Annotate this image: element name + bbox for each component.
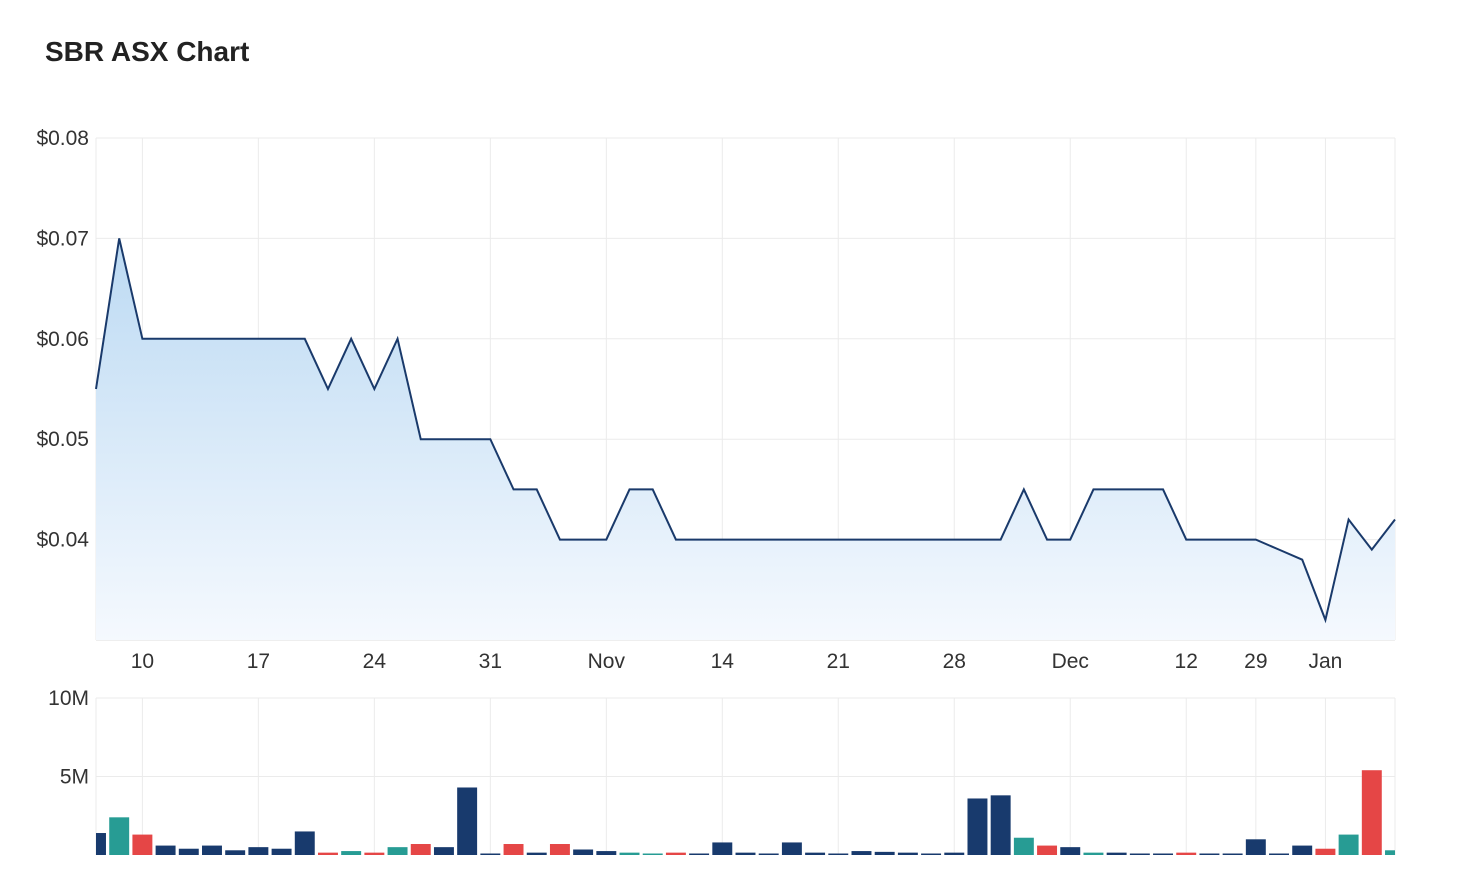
volume-bar-20 (549, 844, 570, 855)
volume-bar-15 (433, 847, 454, 855)
volume-bar-4 (178, 848, 199, 855)
volume-bar-6 (225, 850, 246, 855)
volume-bar-41 (1037, 845, 1058, 855)
volume-bar-36 (921, 853, 942, 855)
volume-bar-35 (897, 852, 918, 855)
volume-bar-52 (1292, 845, 1313, 855)
volume-bar-25 (665, 852, 686, 855)
x-tick-label-0: 10 (131, 650, 154, 673)
price-y-tick-label-1: $0.07 (36, 227, 89, 250)
volume-bar-22 (596, 851, 617, 855)
volume-bar-51 (1269, 853, 1289, 855)
volume-bar-30 (781, 842, 802, 855)
volume-bar-50 (1245, 839, 1266, 855)
volume-y-tick-label-0: 10M (48, 687, 89, 710)
volume-bar-1 (109, 817, 130, 855)
x-tick-label-7: 28 (943, 650, 966, 673)
volume-bar-48 (1199, 853, 1220, 855)
volume-bars (96, 770, 1395, 855)
volume-bar-17 (480, 853, 501, 855)
volume-bar-13 (387, 847, 408, 855)
volume-bar-2 (132, 834, 153, 855)
volume-bar-33 (851, 851, 872, 855)
volume-bar-42 (1060, 847, 1081, 855)
volume-bar-3 (155, 845, 176, 855)
price-y-tick-label-4: $0.04 (36, 529, 89, 552)
volume-bar-44 (1106, 852, 1127, 855)
volume-bar-40 (1013, 837, 1034, 855)
volume-bar-19 (526, 852, 547, 855)
volume-bar-28 (735, 852, 756, 855)
axis-labels: $0.08 $0.07 $0.06 $0.05 $0.04 10 17 24 31 Nov 14 21… (36, 127, 1342, 789)
price-y-tick-label-2: $0.06 (36, 328, 89, 351)
volume-bar-34 (874, 851, 895, 855)
x-tick-label-3: 31 (479, 650, 502, 673)
price-line (95, 238, 1396, 624)
volume-bar-16 (457, 787, 478, 855)
volume-bar-55 (1361, 770, 1382, 855)
volume-bar-24 (642, 853, 663, 855)
volume-bar-26 (689, 853, 710, 855)
volume-bar-43 (1083, 852, 1104, 855)
x-tick-label-10: 29 (1244, 650, 1267, 673)
volume-bar-56 (1385, 850, 1395, 855)
volume-bar-14 (410, 844, 431, 855)
chart-title: SBR ASX Chart (45, 36, 250, 67)
volume-bar-46 (1153, 853, 1174, 855)
price-y-tick-label-3: $0.05 (36, 428, 89, 451)
volume-bar-54 (1338, 834, 1359, 855)
price-y-tick-label-0: $0.08 (36, 127, 89, 150)
volume-bar-39 (990, 795, 1011, 855)
volume-bar-53 (1315, 848, 1336, 855)
volume-bar-47 (1176, 852, 1197, 855)
volume-bar-11 (341, 851, 362, 855)
x-tick-label-1: 17 (247, 650, 270, 673)
volume-y-tick-label-1: 5M (60, 766, 89, 789)
x-tick-label-5: 14 (711, 650, 735, 673)
volume-bar-0 (96, 833, 106, 855)
volume-bar-10 (317, 852, 338, 855)
volume-bar-37 (944, 852, 965, 855)
volume-bar-21 (573, 849, 594, 855)
volume-bar-9 (294, 831, 315, 855)
volume-bar-27 (712, 842, 733, 855)
volume-bar-29 (758, 853, 779, 855)
x-tick-label-9: 12 (1175, 650, 1198, 673)
volume-bar-5 (202, 845, 222, 855)
volume-bar-18 (503, 844, 524, 855)
volume-bar-7 (248, 847, 269, 855)
x-tick-label-11: Jan (1308, 650, 1342, 673)
volume-bar-38 (967, 798, 988, 855)
x-tick-label-8: Dec (1052, 650, 1089, 673)
volume-bar-45 (1129, 853, 1150, 855)
volume-bar-8 (271, 848, 292, 855)
volume-bar-49 (1222, 853, 1243, 855)
x-tick-label-6: 21 (827, 650, 850, 673)
volume-bar-31 (805, 852, 826, 855)
volume-bar-12 (364, 852, 385, 855)
volume-bar-23 (619, 852, 640, 855)
x-tick-label-2: 24 (363, 650, 387, 673)
x-tick-label-4: Nov (588, 650, 626, 673)
volume-bar-32 (828, 853, 849, 855)
